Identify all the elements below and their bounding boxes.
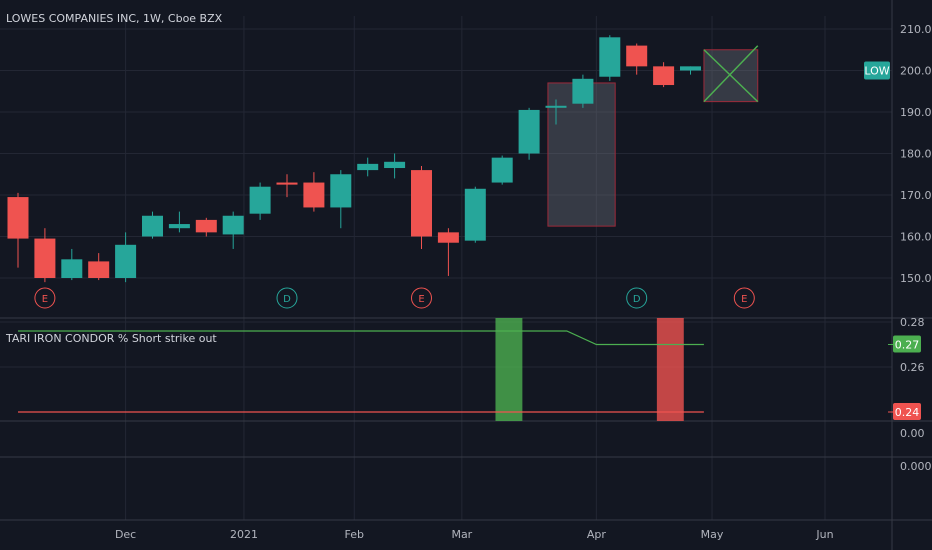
candle[interactable]: [437, 232, 459, 243]
event-marker[interactable]: E: [34, 287, 56, 309]
candle[interactable]: [276, 182, 298, 185]
candle[interactable]: [7, 197, 29, 239]
candle[interactable]: [357, 163, 379, 171]
value-badge: [893, 335, 921, 353]
event-circle: [411, 287, 432, 309]
candle[interactable]: [680, 66, 701, 71]
candle[interactable]: [88, 261, 110, 278]
candle[interactable]: [303, 182, 325, 208]
range-box[interactable]: [547, 82, 616, 227]
event-marker[interactable]: E: [411, 287, 432, 309]
event-label: E: [418, 294, 424, 305]
event-label: D: [633, 294, 641, 305]
value-badge: [893, 403, 921, 420]
candle[interactable]: [115, 244, 137, 278]
indicator-tick-label: 0.26: [900, 361, 925, 374]
candle[interactable]: [491, 157, 513, 183]
event-marker[interactable]: E: [733, 287, 755, 309]
candle[interactable]: [249, 186, 271, 214]
price-tick-label: 180.00: [900, 148, 932, 161]
symbol-badge-label: LOW: [864, 65, 889, 78]
price-tick-label: 170.00: [900, 189, 932, 202]
candle[interactable]: [330, 174, 352, 208]
event-label: E: [42, 294, 48, 305]
event-label: E: [741, 294, 747, 305]
event-label: D: [283, 294, 291, 305]
candle[interactable]: [34, 238, 56, 278]
time-tick-label: Dec: [115, 528, 136, 541]
candle[interactable]: [195, 219, 217, 233]
value-badge-label: 0.24: [895, 406, 920, 419]
price-tick-label: 200.00: [900, 65, 932, 78]
candle[interactable]: [222, 215, 244, 235]
candle[interactable]: [168, 224, 190, 229]
candle[interactable]: [464, 188, 486, 241]
indicator-bar[interactable]: [656, 318, 684, 421]
pane3-tick-label: 0.00: [900, 427, 925, 440]
indicator-bar[interactable]: [495, 318, 523, 421]
candle[interactable]: [572, 78, 594, 104]
candle[interactable]: [599, 37, 621, 77]
candle[interactable]: [411, 170, 432, 237]
event-circle: [276, 287, 298, 309]
candle[interactable]: [384, 161, 406, 169]
chart-title: LOWES COMPANIES INC, 1W, Cboe BZX: [6, 12, 223, 25]
candle[interactable]: [545, 105, 567, 108]
time-tick-label: 2021: [230, 528, 258, 541]
time-tick-label: Feb: [345, 528, 364, 541]
price-tick-label: 190.00: [900, 106, 932, 119]
candle[interactable]: [61, 259, 83, 278]
candle[interactable]: [518, 109, 540, 154]
candle[interactable]: [626, 45, 648, 67]
indicator-tick-label: 0.28: [900, 316, 925, 329]
event-marker[interactable]: D: [626, 287, 648, 309]
cross-line: [703, 49, 759, 103]
indicator-title: TARI IRON CONDOR % Short strike out: [5, 332, 217, 345]
event-circle: [626, 287, 648, 309]
time-tick-label: Mar: [451, 528, 472, 541]
candle[interactable]: [653, 66, 675, 86]
event-marker[interactable]: D: [276, 287, 298, 309]
symbol-badge[interactable]: [864, 61, 890, 80]
cross-line: [703, 45, 759, 103]
price-tick-label: 210.00: [900, 23, 932, 36]
time-tick-label: Apr: [587, 528, 607, 541]
candle[interactable]: [142, 215, 163, 237]
value-badge-label: 0.27: [895, 339, 920, 352]
time-tick-label: Jun: [815, 528, 833, 541]
event-circle: [733, 287, 755, 309]
price-tick-label: 150.00: [900, 272, 932, 285]
event-circle: [34, 287, 56, 309]
time-tick-label: May: [701, 528, 724, 541]
pane4-tick-label: 0.0000: [900, 460, 932, 473]
indicator-line[interactable]: [18, 330, 704, 346]
price-tick-label: 160.00: [900, 231, 932, 244]
